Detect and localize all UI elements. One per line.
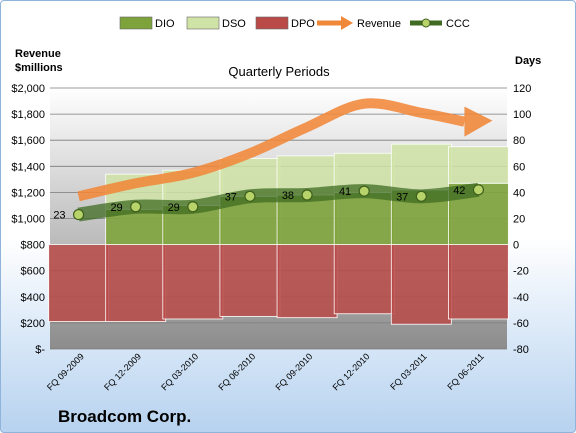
axis-ticks: $- $200 $400 $600 $800 $1,000 $1,200 $1,400 $1,6… bbox=[11, 83, 531, 356]
left-tick-label: $400 bbox=[21, 292, 45, 304]
legend-label-dso: DSO bbox=[222, 18, 246, 30]
chart-title: Quarterly Periods bbox=[228, 64, 330, 79]
right-tick-label: 20 bbox=[513, 214, 525, 226]
ccc-data-label: 37 bbox=[225, 191, 237, 203]
legend-label-revenue: Revenue bbox=[357, 18, 401, 30]
right-tick-label: -40 bbox=[513, 292, 529, 304]
right-axis-title: Days bbox=[515, 55, 541, 67]
revenue-line bbox=[77, 98, 466, 202]
right-tick-label: 80 bbox=[513, 135, 525, 147]
x-tick-label: FQ 03-2010 bbox=[159, 351, 200, 392]
ccc-point bbox=[130, 201, 142, 213]
dio-bar bbox=[276, 194, 338, 245]
x-tick-label: FQ 09-2010 bbox=[273, 351, 314, 392]
x-tick-label: FQ 12-2010 bbox=[331, 351, 372, 392]
legend-swatch-ccc-dot bbox=[421, 18, 431, 28]
dpo-bar bbox=[105, 244, 167, 322]
ccc-point bbox=[187, 201, 199, 213]
legend-label-dio: DIO bbox=[155, 18, 175, 30]
x-tick-label: FQ 06-2010 bbox=[216, 351, 257, 392]
right-tick-label: 60 bbox=[513, 161, 525, 173]
ccc-point bbox=[72, 208, 85, 221]
legend-swatch-dso bbox=[186, 16, 220, 30]
x-tick-label: FQ 06-2011 bbox=[445, 351, 486, 392]
dpo-bar bbox=[390, 244, 452, 325]
company-name: Broadcom Corp. bbox=[58, 407, 191, 426]
dso-bar bbox=[390, 143, 452, 191]
ccc-point bbox=[472, 184, 485, 196]
left-tick-label: $800 bbox=[21, 240, 45, 252]
left-axis-title-line2: $millions bbox=[15, 62, 63, 74]
right-tick-label: 40 bbox=[513, 187, 525, 199]
x-tick-label: FQ 09-2009 bbox=[45, 351, 86, 392]
left-tick-label: $600 bbox=[21, 266, 45, 278]
revenue-arrowhead bbox=[464, 106, 493, 137]
dio-bar bbox=[333, 191, 395, 245]
ccc-data-label: 37 bbox=[396, 191, 408, 203]
right-tick-label: 0 bbox=[513, 240, 519, 252]
right-tick-label: 120 bbox=[513, 83, 531, 95]
left-tick-label: $1,000 bbox=[11, 214, 45, 226]
dpo-bar bbox=[162, 244, 224, 320]
right-tick-label: -60 bbox=[513, 318, 529, 330]
right-tick-label: -20 bbox=[513, 266, 529, 278]
left-tick-label: $1,200 bbox=[11, 187, 45, 199]
ccc-data-label: 29 bbox=[110, 202, 122, 214]
ccc-point bbox=[415, 190, 427, 202]
ccc-data-label: 38 bbox=[282, 190, 294, 202]
right-tick-label: -80 bbox=[513, 344, 529, 356]
ccc-series: 23 29 29 37 38 41 37 42 bbox=[53, 182, 485, 222]
dpo-bar bbox=[448, 244, 509, 320]
left-tick-label: $1,800 bbox=[11, 109, 45, 121]
x-tick-label: FQ 03-2011 bbox=[388, 351, 429, 392]
left-tick-label: $1,400 bbox=[11, 161, 45, 173]
right-tick-label: 100 bbox=[513, 109, 531, 121]
ccc-point bbox=[301, 189, 313, 201]
dpo-bar bbox=[48, 244, 109, 322]
ccc-data-label: 29 bbox=[168, 202, 180, 214]
x-tick-label: FQ 12-2009 bbox=[102, 351, 143, 392]
dpo-bar bbox=[219, 244, 281, 317]
x-axis-ticks: FQ 09-2009 FQ 12-2009 FQ 03-2010 FQ 06-2010… bbox=[45, 351, 486, 392]
legend-swatch-revenue-arrow bbox=[341, 16, 353, 30]
legend-label-ccc: CCC bbox=[446, 18, 470, 30]
legend-label-dpo: DPO bbox=[291, 18, 315, 30]
dpo-bar bbox=[276, 244, 338, 319]
left-axis-title-line1: Revenue bbox=[15, 48, 61, 60]
dpo-bar bbox=[333, 244, 395, 315]
ccc-data-label: 23 bbox=[53, 210, 65, 222]
legend-swatch-dio bbox=[119, 16, 153, 30]
dso-bar bbox=[448, 146, 509, 184]
legend-swatch-dpo bbox=[255, 16, 289, 30]
left-tick-label: $- bbox=[35, 344, 45, 356]
revenue-series bbox=[77, 98, 493, 202]
left-tick-label: $2,000 bbox=[11, 83, 45, 95]
ccc-point bbox=[358, 185, 370, 197]
ccc-data-label: 42 bbox=[453, 185, 465, 197]
ccc-data-label: 41 bbox=[339, 186, 351, 198]
left-tick-label: $200 bbox=[21, 318, 45, 330]
left-tick-label: $1,600 bbox=[11, 135, 45, 147]
legend: DIO DSO DPO Revenue CCC bbox=[119, 16, 470, 30]
ccc-point bbox=[244, 190, 256, 202]
